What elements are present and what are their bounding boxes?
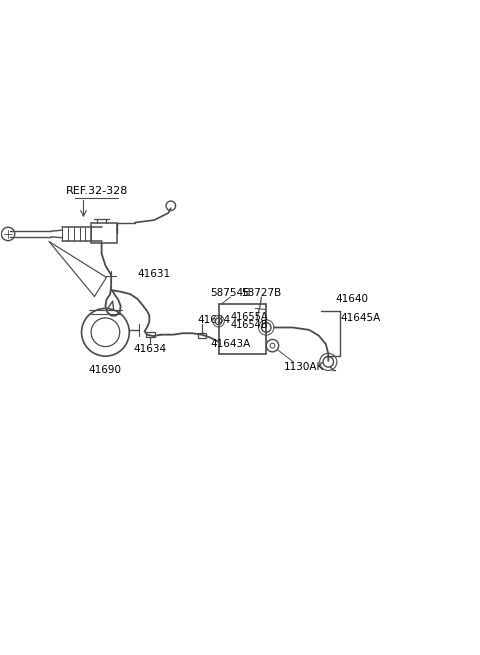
Text: 41645A: 41645A [340, 313, 381, 323]
Text: 41690: 41690 [89, 365, 122, 375]
Text: 41634: 41634 [134, 344, 167, 354]
Text: 41654B: 41654B [230, 320, 268, 330]
Text: 41643A: 41643A [210, 339, 251, 349]
Text: 1130AK: 1130AK [283, 362, 324, 372]
Text: 41655A: 41655A [230, 312, 268, 322]
Text: 41631: 41631 [137, 269, 170, 279]
Text: 41640: 41640 [336, 294, 369, 304]
Bar [218, 304, 266, 354]
Text: 58754E: 58754E [211, 288, 250, 298]
Bar [91, 223, 117, 242]
Text: REF.32-328: REF.32-328 [66, 187, 128, 196]
Text: 58727B: 58727B [241, 288, 282, 298]
Text: 41634: 41634 [197, 315, 230, 326]
Bar [198, 333, 206, 337]
Bar [146, 332, 155, 337]
